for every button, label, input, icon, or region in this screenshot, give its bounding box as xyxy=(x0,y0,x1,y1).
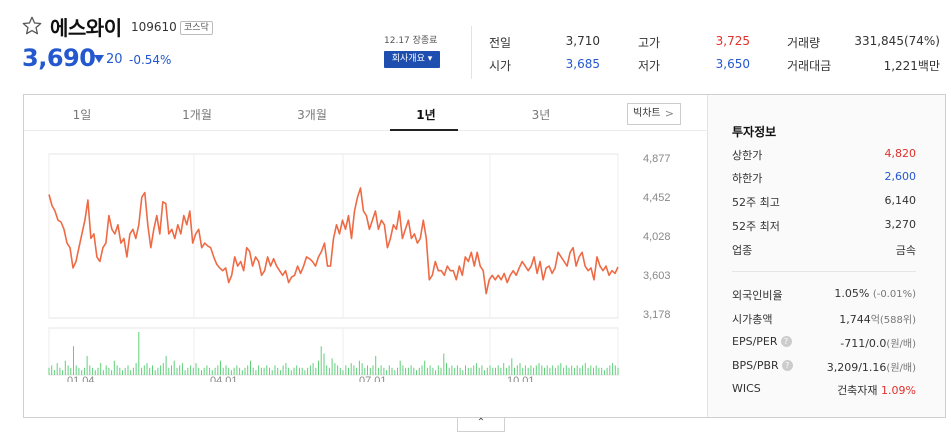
eps-per-unit: (원/배) xyxy=(886,339,916,350)
x-tick-label: 10.01 xyxy=(507,375,535,382)
tab-3y[interactable]: 3년 xyxy=(531,108,551,122)
stock-name: 에스와이 xyxy=(50,16,122,40)
current-price: 3,690 xyxy=(22,44,96,72)
big-chart-button[interactable]: 빅차트 > xyxy=(627,103,681,125)
down-triangle-icon xyxy=(94,55,104,63)
tab-3m[interactable]: 3개월 xyxy=(297,108,327,122)
prev-close-label: 전일 xyxy=(489,36,512,50)
y-tick-label: 4,877 xyxy=(643,153,671,165)
low-value: 3,650 xyxy=(715,57,750,71)
market-cap-row: 시가총액 1,744억(588위) xyxy=(732,311,916,327)
tab-1m[interactable]: 1개월 xyxy=(182,108,212,122)
eps-per-value: -711/0.0 xyxy=(840,337,887,350)
market-badge: 코스닥 xyxy=(180,21,213,35)
bps-pbr-row: BPS/PBR? 3,209/1.16(원/배) xyxy=(732,359,916,375)
lower-limit-label: 하한가 xyxy=(732,172,763,185)
y-tick-label: 4,028 xyxy=(643,231,671,243)
high-52w-value: 6,140 xyxy=(884,194,917,207)
upper-limit-row: 상한가 4,820 xyxy=(732,147,916,163)
upper-limit-label: 상한가 xyxy=(732,149,763,162)
volume-label: 거래량 xyxy=(787,36,821,50)
open-value: 3,685 xyxy=(565,57,600,71)
bps-pbr-value: 3,209/1.16 xyxy=(826,361,887,374)
bps-pbr-label: BPS/PBR xyxy=(732,359,779,372)
upper-limit-value: 4,820 xyxy=(884,147,917,160)
high-label: 고가 xyxy=(638,36,661,50)
chevron-right-icon: > xyxy=(664,107,674,120)
open-label: 시가 xyxy=(489,59,512,73)
low-52w-row: 52주 최저 3,270 xyxy=(732,218,916,234)
question-icon[interactable]: ? xyxy=(780,336,792,347)
industry-row: 업종 금속 xyxy=(732,242,916,258)
foreign-ratio-value: 1.05% xyxy=(834,287,870,300)
volume-value: 331,845(74%) xyxy=(854,34,940,48)
info-divider xyxy=(732,271,916,272)
amount-value: 1,221백만 xyxy=(883,59,940,73)
price-line xyxy=(48,187,619,295)
industry-value[interactable]: 금속 xyxy=(895,244,916,257)
investment-info-title: 투자정보 xyxy=(732,125,777,139)
investment-info-panel: 투자정보 상한가 4,820 하한가 2,600 52주 최고 6,140 52… xyxy=(707,95,945,417)
low-52w-value: 3,270 xyxy=(884,218,917,231)
eps-per-row: EPS/PER? -711/0.0(원/배) xyxy=(732,335,916,351)
wics-change: 1.09% xyxy=(881,384,916,397)
eps-per-label: EPS/PER xyxy=(732,335,778,348)
market-cap-label: 시가총액 xyxy=(732,313,773,326)
wics-row: WICS 건축자재 1.09% xyxy=(732,382,916,398)
active-tab-underline xyxy=(390,129,458,131)
period-tabs: 1일 1개월 3개월 1년 3년 빅차트 > xyxy=(24,95,707,131)
bps-pbr-unit: (원/배) xyxy=(886,363,916,374)
y-tick-label: 4,452 xyxy=(643,192,671,204)
company-overview-button[interactable]: 회사개요 ▾ xyxy=(384,51,440,68)
prev-close-value: 3,710 xyxy=(565,34,600,48)
foreign-ratio-row: 외국인비율 1.05% (-0.01%) xyxy=(732,287,916,303)
y-tick-label: 3,603 xyxy=(643,270,671,282)
wics-value[interactable]: 건축자재 xyxy=(837,384,878,397)
volume-plot-frame xyxy=(48,327,619,376)
high-52w-row: 52주 최고 6,140 xyxy=(732,194,916,210)
market-cap-value: 1,744 xyxy=(839,313,871,326)
chart-panel: 1일 1개월 3개월 1년 3년 빅차트 > 4,877 4,452 4,028 3,6… xyxy=(23,94,946,418)
market-cap-unit: 억(588위) xyxy=(870,315,916,326)
high-value: 3,725 xyxy=(715,34,750,48)
star-outline-icon[interactable] xyxy=(21,15,43,37)
foreign-ratio-change: (-0.01%) xyxy=(872,289,916,300)
amount-label: 거래대금 xyxy=(787,59,832,73)
lower-limit-value: 2,600 xyxy=(884,170,917,183)
chevron-up-icon[interactable]: ⌃ xyxy=(457,418,505,432)
x-tick-label: 01.04 xyxy=(67,375,95,382)
market-close-date: 12.17 장종료 xyxy=(384,36,438,46)
tab-1y[interactable]: 1년 xyxy=(416,108,436,122)
header-divider xyxy=(471,26,472,79)
x-tick-label: 04.01 xyxy=(210,375,238,382)
change-rate: -0.54% xyxy=(129,53,172,67)
change-value: 20 xyxy=(106,52,123,67)
stock-code: 109610 xyxy=(131,20,177,34)
low-label: 저가 xyxy=(638,59,661,73)
y-tick-label: 3,178 xyxy=(643,309,671,321)
price-chart[interactable]: 4,877 4,452 4,028 3,603 3,178 01.04 04.01 07.01… xyxy=(24,132,707,382)
high-52w-label: 52주 최고 xyxy=(732,196,780,209)
wics-label: WICS xyxy=(732,382,761,395)
price-change: 20 xyxy=(94,52,123,67)
big-chart-label: 빅차트 xyxy=(633,108,661,119)
x-tick-label: 07.01 xyxy=(359,375,387,382)
question-icon[interactable]: ? xyxy=(781,360,793,371)
low-52w-label: 52주 최저 xyxy=(732,220,780,233)
industry-label: 업종 xyxy=(732,244,753,257)
foreign-ratio-label: 외국인비율 xyxy=(732,289,783,302)
tab-1d[interactable]: 1일 xyxy=(72,108,92,122)
lower-limit-row: 하한가 2,600 xyxy=(732,170,916,186)
